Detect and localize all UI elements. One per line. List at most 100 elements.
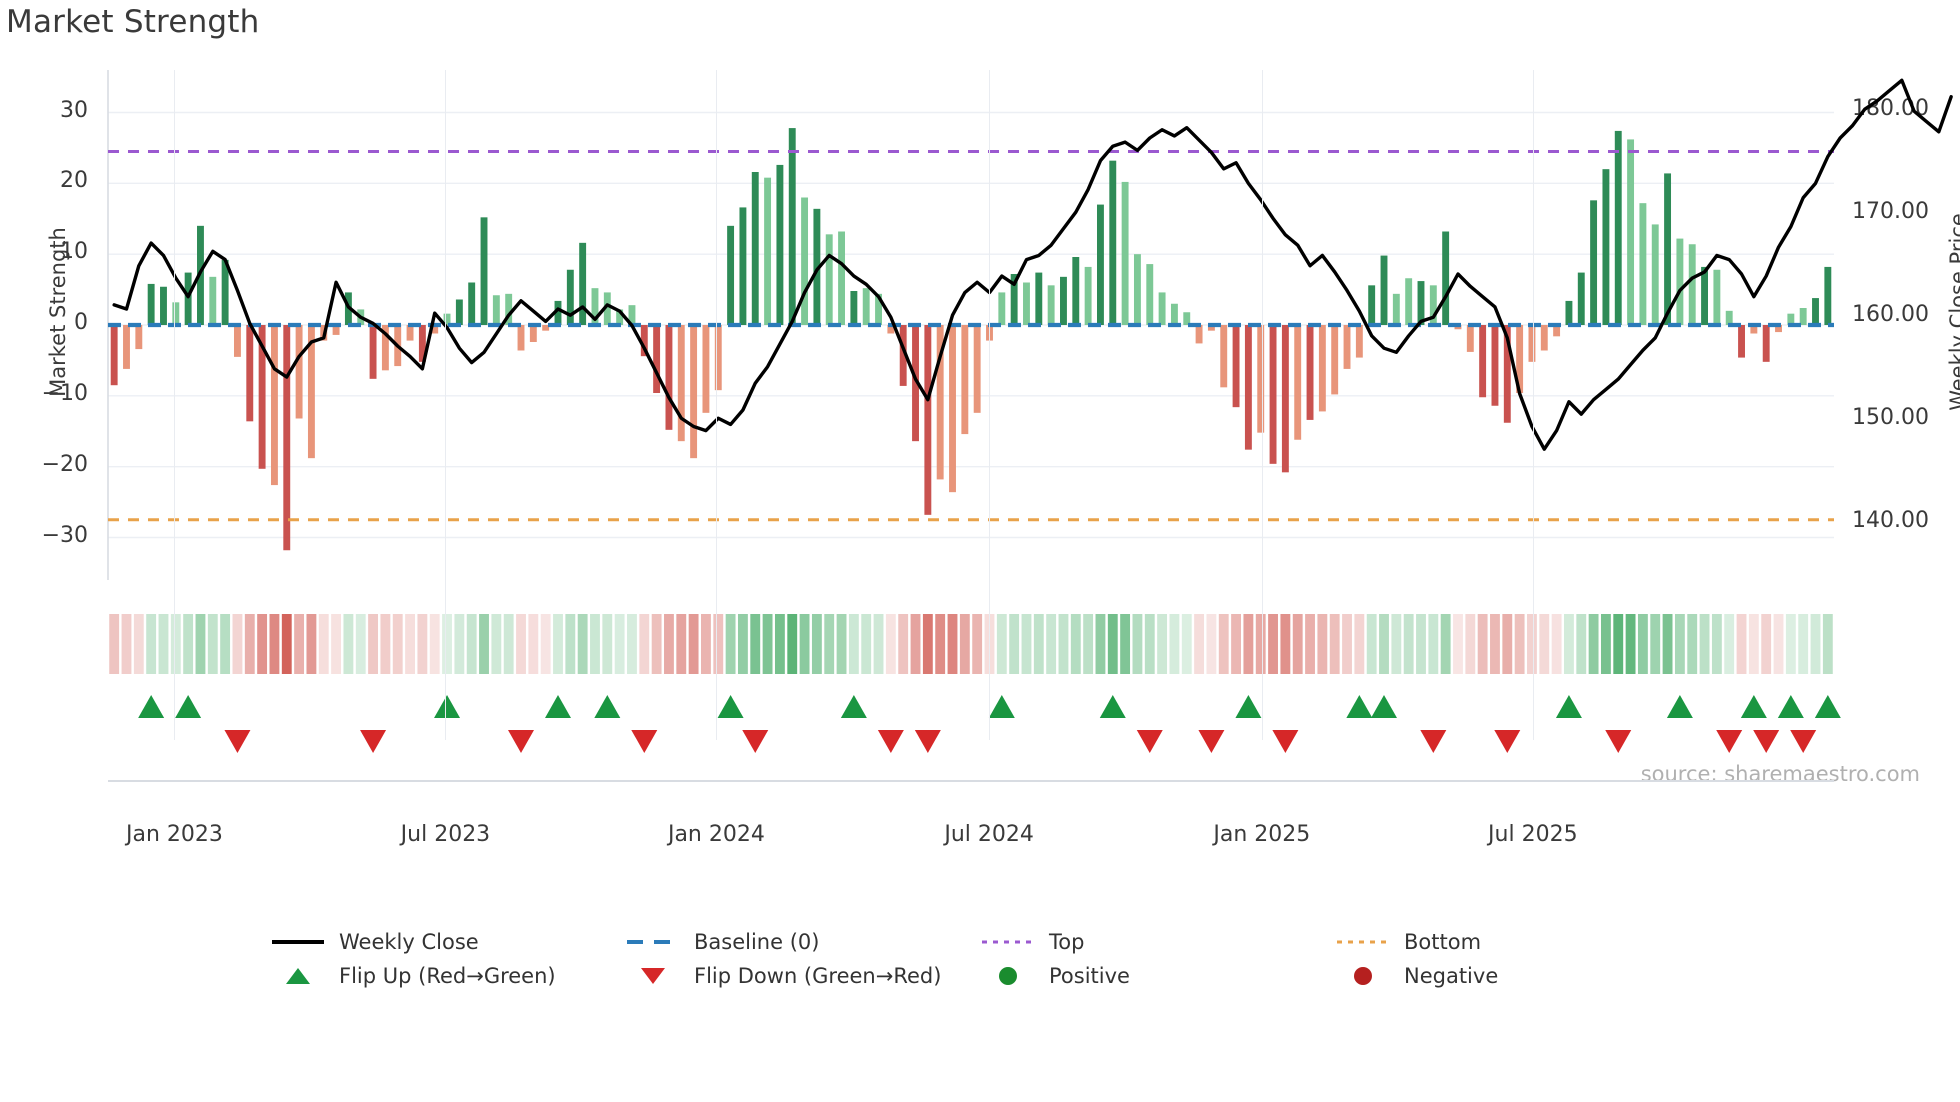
- heatmap-tile: [1366, 614, 1377, 674]
- flip-up-marker: [1777, 695, 1804, 718]
- x-gridline: [716, 70, 718, 740]
- flip-down-marker: [1136, 730, 1163, 753]
- heatmap-tile: [811, 614, 822, 674]
- legend-item-label: Flip Down (Green→Red): [694, 964, 942, 988]
- strength-bar: [468, 282, 476, 325]
- x-tick: Jul 2024: [944, 822, 1034, 847]
- flip-down-marker: [1198, 730, 1225, 753]
- strength-bar: [1158, 292, 1166, 325]
- strength-bar: [825, 234, 833, 325]
- strength-bar: [406, 325, 414, 341]
- flip-up-marker: [594, 695, 621, 718]
- heatmap-tile: [1329, 614, 1340, 674]
- x-gridline: [174, 70, 176, 740]
- heatmap-tile: [1736, 614, 1747, 674]
- heatmap-tile: [1748, 614, 1759, 674]
- strength-bar: [1565, 300, 1573, 325]
- heatmap-tile: [725, 614, 736, 674]
- strength-bar: [1010, 274, 1018, 325]
- heatmap-tile: [528, 614, 539, 674]
- strength-bar: [233, 325, 241, 357]
- legend-item-label: Positive: [1049, 964, 1130, 988]
- strength-bar: [172, 302, 180, 325]
- strength-bar: [566, 269, 574, 325]
- strength-bar: [1281, 325, 1289, 473]
- y-tick-right: 150.00: [1852, 405, 1929, 431]
- strength-bar: [1713, 269, 1721, 325]
- strength-bar: [332, 325, 340, 335]
- heatmap-tile: [1551, 614, 1562, 674]
- strength-bar: [640, 325, 648, 357]
- heatmap-tile: [1095, 614, 1106, 674]
- legend-item-label: Top: [1049, 930, 1085, 954]
- heatmap-tile: [1206, 614, 1217, 674]
- legend-item[interactable]: Bottom: [1335, 930, 1690, 954]
- heatmap-tile: [466, 614, 477, 674]
- strength-bar: [1232, 325, 1240, 408]
- heatmap-tile: [1810, 614, 1821, 674]
- heatmap-tile: [331, 614, 342, 674]
- heatmap-tile: [1292, 614, 1303, 674]
- strength-bar: [949, 325, 956, 493]
- strength-bar: [517, 325, 525, 351]
- legend-item[interactable]: Flip Up (Red→Green): [270, 964, 625, 988]
- legend-item[interactable]: Top: [980, 930, 1335, 954]
- strength-bar: [1417, 281, 1425, 325]
- x-tick: Jan 2025: [1213, 822, 1311, 847]
- heatmap-tile: [1379, 614, 1389, 674]
- strength-bar: [1701, 266, 1709, 325]
- strength-bar: [628, 305, 636, 325]
- heatmap-tile: [959, 614, 970, 674]
- legend-item[interactable]: Negative: [1335, 964, 1690, 988]
- strength-bar: [1355, 325, 1363, 358]
- heatmap-tile: [491, 614, 502, 674]
- strength-bar: [1121, 181, 1129, 325]
- strength-bar: [1269, 325, 1277, 464]
- strength-bar: [727, 225, 735, 325]
- chart-legend: Weekly Close Baseline (0) Top Bottom Flip Up…: [270, 930, 1690, 988]
- strength-bar: [295, 325, 303, 419]
- strength-bar: [1639, 203, 1647, 325]
- flip-down-marker: [1790, 730, 1817, 753]
- flip-down-marker: [631, 730, 658, 753]
- strength-bar: [936, 325, 944, 480]
- heatmap-tile: [380, 614, 391, 674]
- heatmap-tile: [207, 614, 218, 674]
- heatmap-tile: [688, 614, 699, 674]
- strength-bar: [1035, 272, 1043, 325]
- heatmap-tile: [1354, 614, 1365, 674]
- strength-bar: [110, 325, 118, 386]
- strength-bar: [307, 325, 315, 459]
- strength-bar: [221, 259, 229, 325]
- strength-bar: [492, 295, 500, 325]
- strength-bar: [1787, 313, 1795, 325]
- strength-bar: [1047, 285, 1055, 325]
- legend-item[interactable]: Positive: [980, 964, 1335, 988]
- flip-up-marker: [840, 695, 867, 718]
- legend-item-label: Flip Up (Red→Green): [339, 964, 556, 988]
- strength-bar: [1590, 200, 1598, 325]
- y-tick-left: 30: [60, 97, 88, 123]
- heatmap-tile: [133, 614, 144, 674]
- strength-bar: [1244, 325, 1252, 450]
- strength-bar: [135, 325, 143, 350]
- heatmap-tile: [1046, 614, 1057, 674]
- heatmap-tile: [540, 614, 551, 674]
- strength-bar: [1109, 160, 1117, 325]
- flip-up-marker: [1346, 695, 1373, 718]
- strength-bar: [1824, 266, 1832, 325]
- legend-item[interactable]: Baseline (0): [625, 930, 980, 954]
- strength-bar: [838, 231, 846, 325]
- legend-item[interactable]: Flip Down (Green→Red): [625, 964, 980, 988]
- heatmap-tile: [183, 614, 194, 674]
- heatmap-tile: [109, 614, 120, 674]
- strength-bar: [418, 325, 426, 362]
- legend-item[interactable]: Weekly Close: [270, 930, 625, 954]
- heatmap-tile: [639, 614, 650, 674]
- dotted-orange-icon: [1335, 931, 1391, 953]
- heatmap-tile: [355, 614, 366, 674]
- strength-bar: [603, 292, 611, 325]
- strength-bar: [924, 325, 932, 515]
- strength-bar: [1429, 285, 1437, 325]
- heatmap-tile: [1120, 614, 1131, 674]
